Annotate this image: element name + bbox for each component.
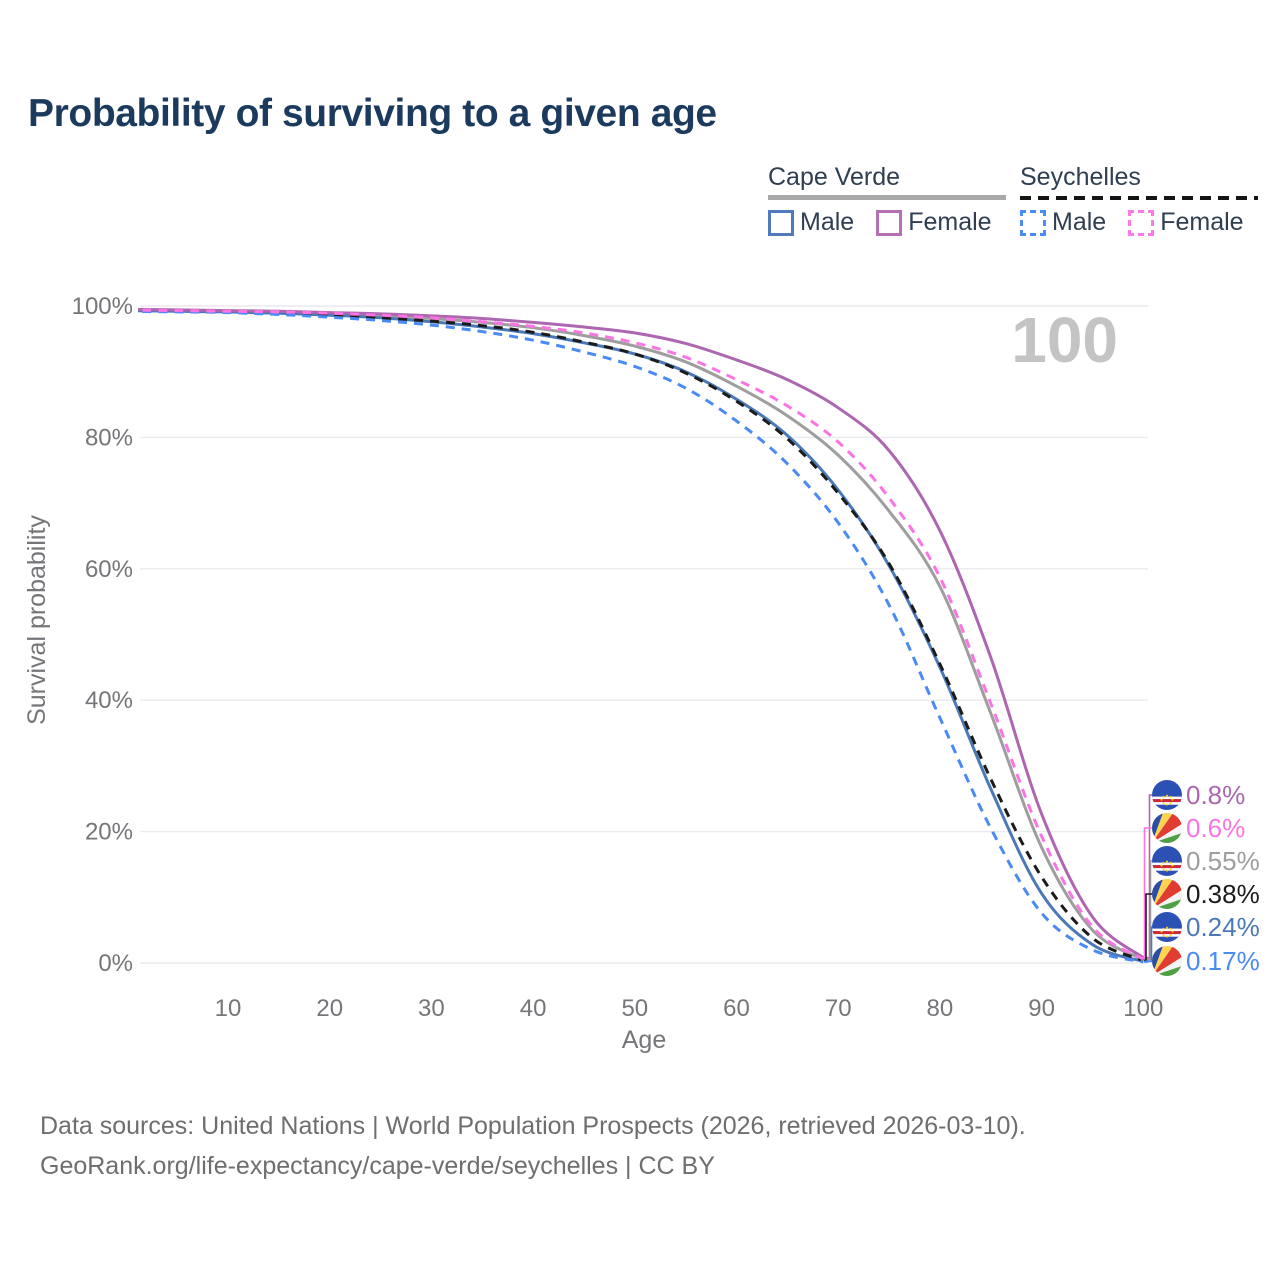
legend-item-seychelles-male: Male [1020, 208, 1106, 237]
cape-verde-flag-icon [1152, 846, 1182, 876]
legend-label: Female [1160, 208, 1244, 236]
legend-group-seychelles: Seychelles Male Female [1020, 163, 1258, 237]
end-label-cape-verde-both-sexes: 0.55% [1186, 846, 1260, 876]
legend-item-cape-verde-male: Male [768, 208, 854, 237]
age-watermark: 100 [1011, 304, 1118, 376]
legend-line-style-solid [768, 195, 1006, 200]
cape-verde-female-swatch-icon [876, 209, 903, 236]
page-title: Probability of surviving to a given age [28, 92, 717, 135]
y-tick-label: 20% [85, 819, 133, 846]
legend-row: Male Female [768, 208, 1006, 237]
series-line-seychelles-male [138, 309, 1144, 964]
end-label-connector [1144, 893, 1152, 962]
seychelles-male-swatch-icon [1020, 209, 1046, 236]
y-tick-label: 60% [85, 556, 133, 583]
seychelles-flag-icon [1152, 946, 1182, 976]
y-tick-label: 0% [98, 950, 133, 977]
y-tick-label: 100% [72, 293, 133, 320]
end-label-connector [1144, 960, 1152, 963]
end-label-seychelles-female: 0.6% [1186, 813, 1245, 843]
x-tick-label: 60 [723, 995, 750, 1022]
series-line-seychelles-both-sexes [138, 309, 1144, 962]
x-axis-title: Age [622, 1026, 666, 1054]
footer-url-license: GeoRank.org/life-expectancy/cape-verde/s… [40, 1152, 715, 1180]
legend-country-seychelles: Seychelles [1020, 163, 1141, 191]
x-tick-label: 70 [825, 995, 852, 1022]
legend-item-cape-verde-female: Female [876, 208, 992, 237]
series-line-cape-verde-female [138, 307, 1145, 959]
y-tick-label: 80% [85, 424, 133, 451]
x-tick-label: 10 [215, 995, 242, 1022]
legend-group-cape-verde: Cape Verde Male Female [768, 163, 1006, 237]
footer-data-sources: Data sources: United Nations | World Pop… [40, 1112, 1026, 1140]
end-label-seychelles-both-sexes: 0.38% [1186, 879, 1260, 909]
end-label-seychelles-male: 0.17% [1186, 946, 1260, 976]
x-tick-label: 40 [520, 995, 547, 1022]
legend-label: Male [800, 208, 855, 236]
legend-line-style-dashed [1020, 196, 1258, 200]
y-axis-title: Survival probability [23, 515, 51, 725]
x-tick-label: 30 [418, 995, 445, 1022]
series-line-cape-verde-both-sexes [138, 308, 1145, 961]
x-tick-label: 80 [927, 995, 954, 1022]
x-tick-label: 100 [1123, 995, 1163, 1022]
series-line-seychelles-female [138, 308, 1145, 961]
footer-attribution: Data sources: United Nations | World Pop… [40, 1106, 1026, 1186]
legend-label: Male [1052, 208, 1107, 236]
y-tick-label: 40% [85, 687, 133, 714]
cape-verde-flag-icon [1152, 780, 1182, 810]
x-tick-label: 50 [621, 995, 648, 1022]
legend-row: Male Female [1020, 208, 1258, 237]
end-label-cape-verde-male: 0.24% [1186, 912, 1260, 942]
cape-verde-flag-icon [1152, 912, 1182, 942]
seychelles-flag-icon [1152, 813, 1182, 843]
legend-country-cape-verde: Cape Verde [768, 163, 901, 191]
end-label-cape-verde-female: 0.8% [1186, 780, 1245, 810]
legend-item-seychelles-female: Female [1128, 208, 1244, 237]
seychelles-flag-icon [1152, 879, 1182, 909]
end-label-connector [1144, 860, 1152, 961]
x-tick-label: 90 [1028, 995, 1055, 1022]
legend-label: Female [908, 208, 992, 236]
series-line-cape-verde-male [138, 309, 1144, 963]
x-tick-label: 20 [316, 995, 343, 1022]
cape-verde-male-swatch-icon [768, 209, 794, 236]
seychelles-female-swatch-icon [1128, 209, 1155, 236]
